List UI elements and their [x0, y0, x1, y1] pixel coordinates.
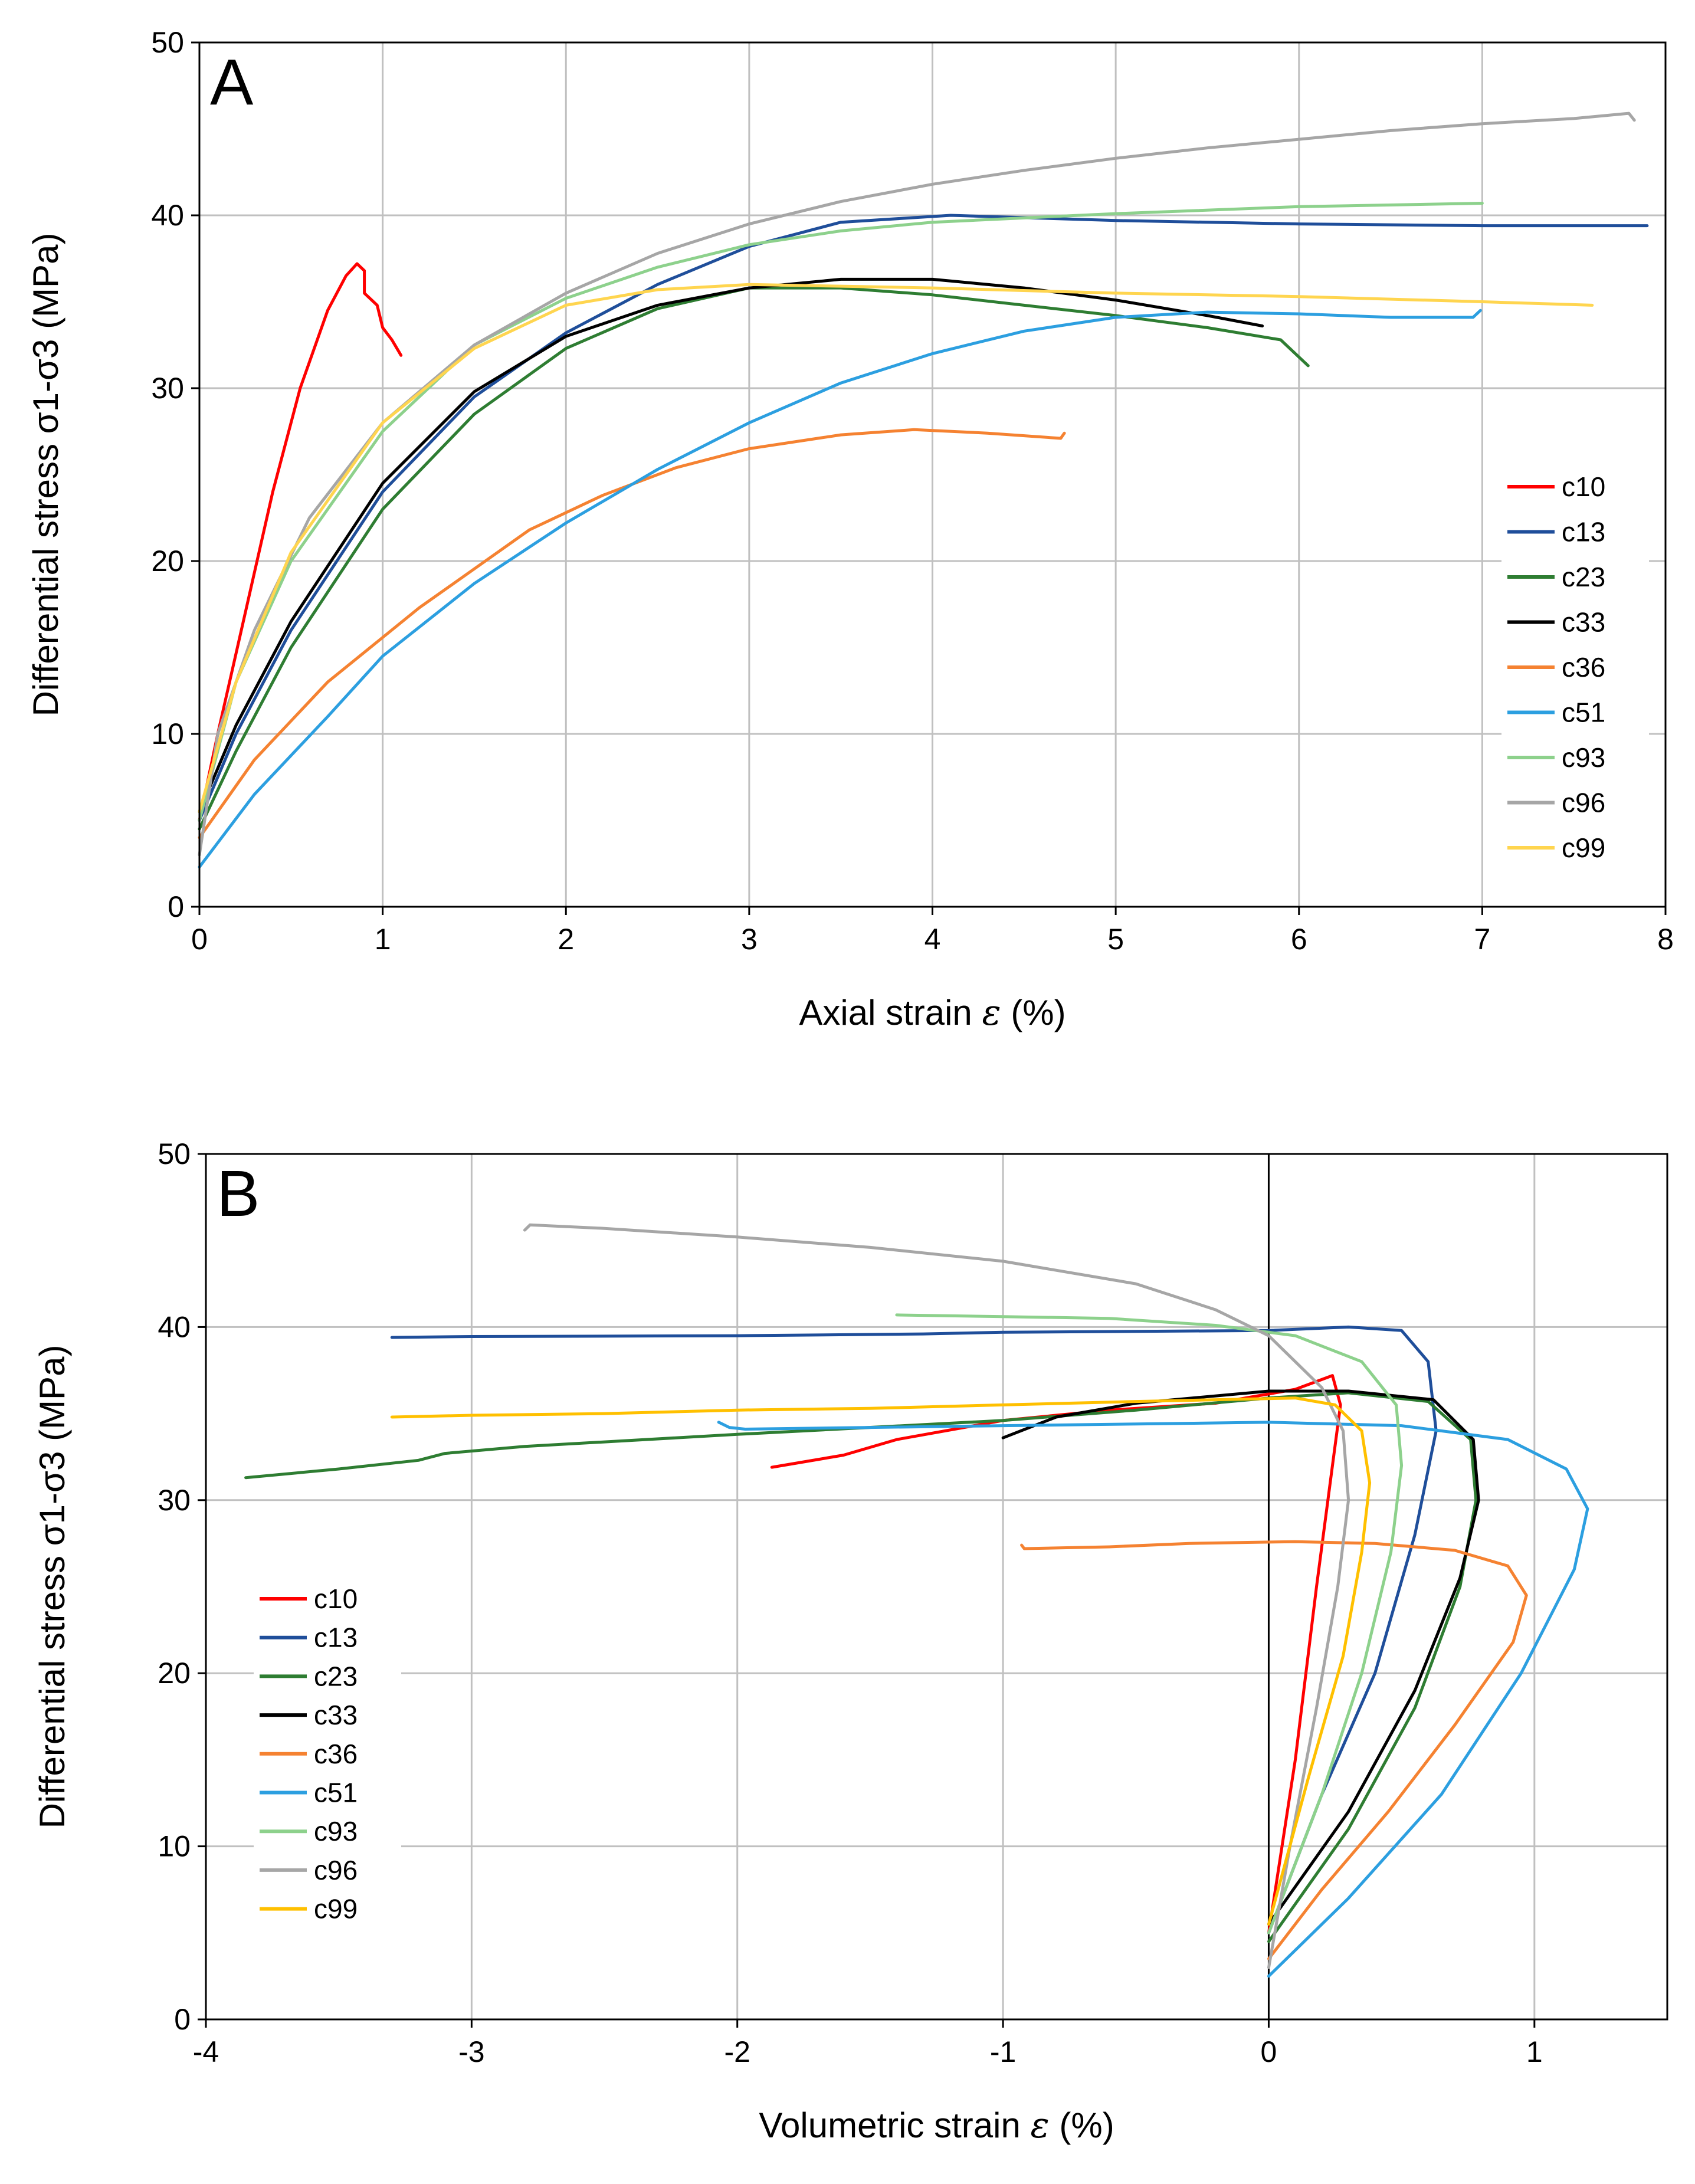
panel-a-y-tick-label: 10 [151, 717, 184, 750]
panel-a-x-tick-label: 1 [375, 923, 391, 956]
panel-a-x-tick-label: 8 [1657, 923, 1674, 956]
panel-b-y-tick-label: 40 [158, 1310, 191, 1343]
panel-b-y-axis-title: Differential stress σ1-σ3 (MPa) [32, 1345, 72, 1829]
panel-b-legend: c10 c13 c23 c33 c36 c51 c93 c96 c99 [254, 1569, 401, 1936]
panel-a-y-tick-label: 30 [151, 372, 184, 405]
panel-a-y-axis-title: Differential stress σ1-σ3 (MPa) [26, 233, 65, 717]
panel-a-legend-label-c99: c99 [1562, 832, 1605, 863]
panel-b-y-tick-label: 30 [158, 1484, 191, 1517]
panel-b-x-tick-labels: -4 -3 -2 -1 0 1 [193, 2035, 1543, 2068]
panel-a-series-c33 [198, 277, 1264, 814]
panel-a-legend-label-c33: c33 [1562, 607, 1605, 638]
panel-a-series-c13 [198, 214, 1649, 822]
panel-a-legend-label-c93: c93 [1562, 742, 1605, 773]
panel-a-x-tick-label: 6 [1291, 923, 1307, 956]
panel-b-letter: B [217, 1157, 260, 1230]
panel-b-legend-label-c33: c33 [314, 1700, 358, 1730]
panel-a-series-c99 [198, 283, 1594, 814]
panel-a-x-tick-label: 2 [558, 923, 574, 956]
panel-b-legend-label-c99: c99 [314, 1894, 358, 1924]
panel-b-series-c99 [390, 1396, 1372, 1926]
panel-b-legend-label-c23: c23 [314, 1661, 358, 1691]
panel-a-series-c96 [198, 112, 1636, 857]
panel-b-legend-label-c93: c93 [314, 1816, 358, 1847]
panel-b-x-tick-label: -3 [458, 2035, 484, 2068]
panel-b-legend-label-c96: c96 [314, 1855, 358, 1885]
panel-b-series-c96 [523, 1223, 1350, 1969]
panel-b-x-tick-label: 1 [1526, 2035, 1543, 2068]
panel-b-series-c10 [770, 1374, 1342, 1934]
panel-a-y-tick-label: 40 [151, 199, 184, 232]
panel-a-y-tick-label: 50 [151, 26, 184, 59]
panel-b-ticks [198, 1153, 1536, 2028]
panel-a-series-c36 [198, 428, 1066, 840]
panel-a-legend: c10 c13 c23 c33 c36 c51 c93 c96 c99 [1501, 457, 1649, 881]
panel-a-legend-label-c36: c36 [1562, 652, 1605, 683]
panel-a-legend-label-c13: c13 [1562, 517, 1605, 547]
panel-a-x-tick-label: 3 [741, 923, 758, 956]
panel-b-legend-label-c51: c51 [314, 1778, 358, 1808]
panel-b-y-tick-labels: 0 10 20 30 40 50 [158, 1137, 191, 2036]
panel-a-legend-label-c10: c10 [1562, 471, 1605, 502]
panel-a-series-c10 [198, 262, 403, 822]
panel-b-legend-label-c10: c10 [314, 1583, 358, 1614]
panel-b-legend-label-c13: c13 [314, 1622, 358, 1653]
panel-b-legend-label-c36: c36 [314, 1739, 358, 1769]
panel-b-series-c36 [1020, 1540, 1528, 1960]
panel-a-series-c93 [198, 202, 1484, 822]
panel-b-y-tick-label: 20 [158, 1657, 191, 1690]
panel-b-y-tick-label: 0 [174, 2003, 191, 2036]
panel-a-y-tick-label: 20 [151, 545, 184, 578]
panel-a-legend-label-c96: c96 [1562, 788, 1605, 818]
panel-a-y-tick-label: 0 [168, 890, 184, 923]
panel-b-x-tick-label: -1 [990, 2035, 1016, 2068]
panel-a-x-tick-label: 4 [924, 923, 941, 956]
panel-b-frame [205, 1153, 1668, 2021]
panel-a-x-axis-title: Axial strain ε (%) [799, 992, 1065, 1034]
panel-b-y-tick-label: 10 [158, 1830, 191, 1863]
panel-b: -4 -3 -2 -1 0 1 0 10 20 30 40 50 c10 c13 c23 c33 c36 c5… [32, 1137, 1668, 2146]
panel-a-x-tick-label: 7 [1474, 923, 1490, 956]
panel-a-x-tick-label: 5 [1107, 923, 1124, 956]
panel-b-series-c13 [390, 1325, 1438, 1934]
panel-a-series-c51 [198, 309, 1482, 869]
panel-a-legend-label-c23: c23 [1562, 562, 1605, 592]
panel-a-y-tick-labels: 0 10 20 30 40 50 [151, 26, 184, 923]
panel-a-x-tick-labels: 0 1 2 3 4 5 6 7 8 [191, 923, 1674, 956]
panel-b-y-tick-label: 50 [158, 1137, 191, 1170]
panel-a-ticks [191, 41, 1667, 915]
panel-a-x-tick-label: 0 [191, 923, 208, 956]
panel-b-series-c51 [717, 1421, 1589, 1978]
panel-b-series-c93 [895, 1313, 1404, 1934]
panel-b-x-tick-label: 0 [1261, 2035, 1277, 2068]
panel-b-x-tick-label: -2 [724, 2035, 750, 2068]
panel-a: 0 1 2 3 4 5 6 7 8 0 10 20 30 40 50 c10 c13 c23 c33 c36 c51… [26, 26, 1674, 1034]
panel-a-legend-background [1501, 457, 1649, 881]
panel-a-plot-area [198, 112, 1649, 869]
panel-b-x-tick-label: -4 [193, 2035, 219, 2068]
panel-b-series-c33 [1001, 1389, 1480, 1926]
panel-a-letter: A [210, 46, 254, 119]
panel-a-legend-label-c51: c51 [1562, 697, 1605, 728]
panel-b-x-axis-title: Volumetric strain ε (%) [759, 2105, 1114, 2146]
panel-b-plot-area [244, 1223, 1589, 1978]
